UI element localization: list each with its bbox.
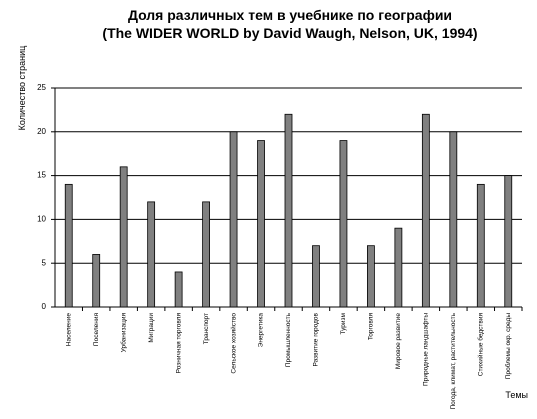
x-tick-label: Поселения — [93, 313, 100, 347]
bar — [394, 227, 403, 308]
bar — [64, 183, 73, 308]
y-tick-label: 15 — [37, 171, 46, 180]
bar — [284, 113, 293, 308]
bar — [504, 175, 513, 308]
x-tick-label: Транспорт — [203, 313, 210, 344]
bar — [119, 166, 128, 308]
y-tick-label: 10 — [37, 215, 46, 224]
x-tick-label: Население — [65, 313, 72, 347]
x-tick-label: Стихийные бедствия — [477, 313, 485, 377]
x-tick-label: Туризм — [340, 312, 347, 334]
y-tick-label: 0 — [42, 302, 47, 311]
x-tick-label: Промышленность — [285, 312, 292, 367]
bar — [202, 201, 210, 308]
x-tick-label: Энергетика — [258, 313, 265, 348]
chart-title: Доля различных тем в учебнике по географ… — [128, 7, 452, 23]
bar — [92, 254, 101, 308]
x-tick-label: Природные ландшафты — [423, 313, 430, 386]
y-tick-label: 5 — [42, 258, 47, 267]
y-tick-label: 20 — [37, 127, 46, 136]
x-tick-label: Розничная торговля — [175, 313, 182, 374]
x-tick-label: Проблемы окр. среды — [504, 313, 512, 380]
bar — [421, 113, 430, 308]
x-tick-label: Мировое развитие — [395, 313, 402, 370]
bar — [312, 245, 320, 308]
bar — [449, 131, 458, 308]
x-axis-label: Темы — [505, 390, 528, 400]
bar — [147, 201, 156, 308]
bar — [257, 140, 265, 308]
y-axis-label: Количество страниц — [17, 46, 27, 131]
bar — [174, 271, 183, 308]
x-tick-label: Развитие городов — [313, 312, 320, 366]
x-tick-label: Урбанизация — [119, 313, 127, 353]
x-tick-label: Погода, климат, растительность — [450, 312, 457, 409]
x-tick-label: Миграции — [148, 313, 155, 343]
bar — [367, 245, 375, 308]
x-tick-label: Торговля — [368, 313, 375, 341]
bar — [339, 140, 348, 308]
bar — [476, 183, 485, 308]
y-tick-label: 25 — [37, 83, 46, 92]
chart-subtitle: (The WIDER WORLD by David Waugh, Nelson,… — [102, 25, 477, 41]
bar — [229, 131, 238, 308]
x-tick-label: Сельское хозяйство — [229, 313, 237, 374]
